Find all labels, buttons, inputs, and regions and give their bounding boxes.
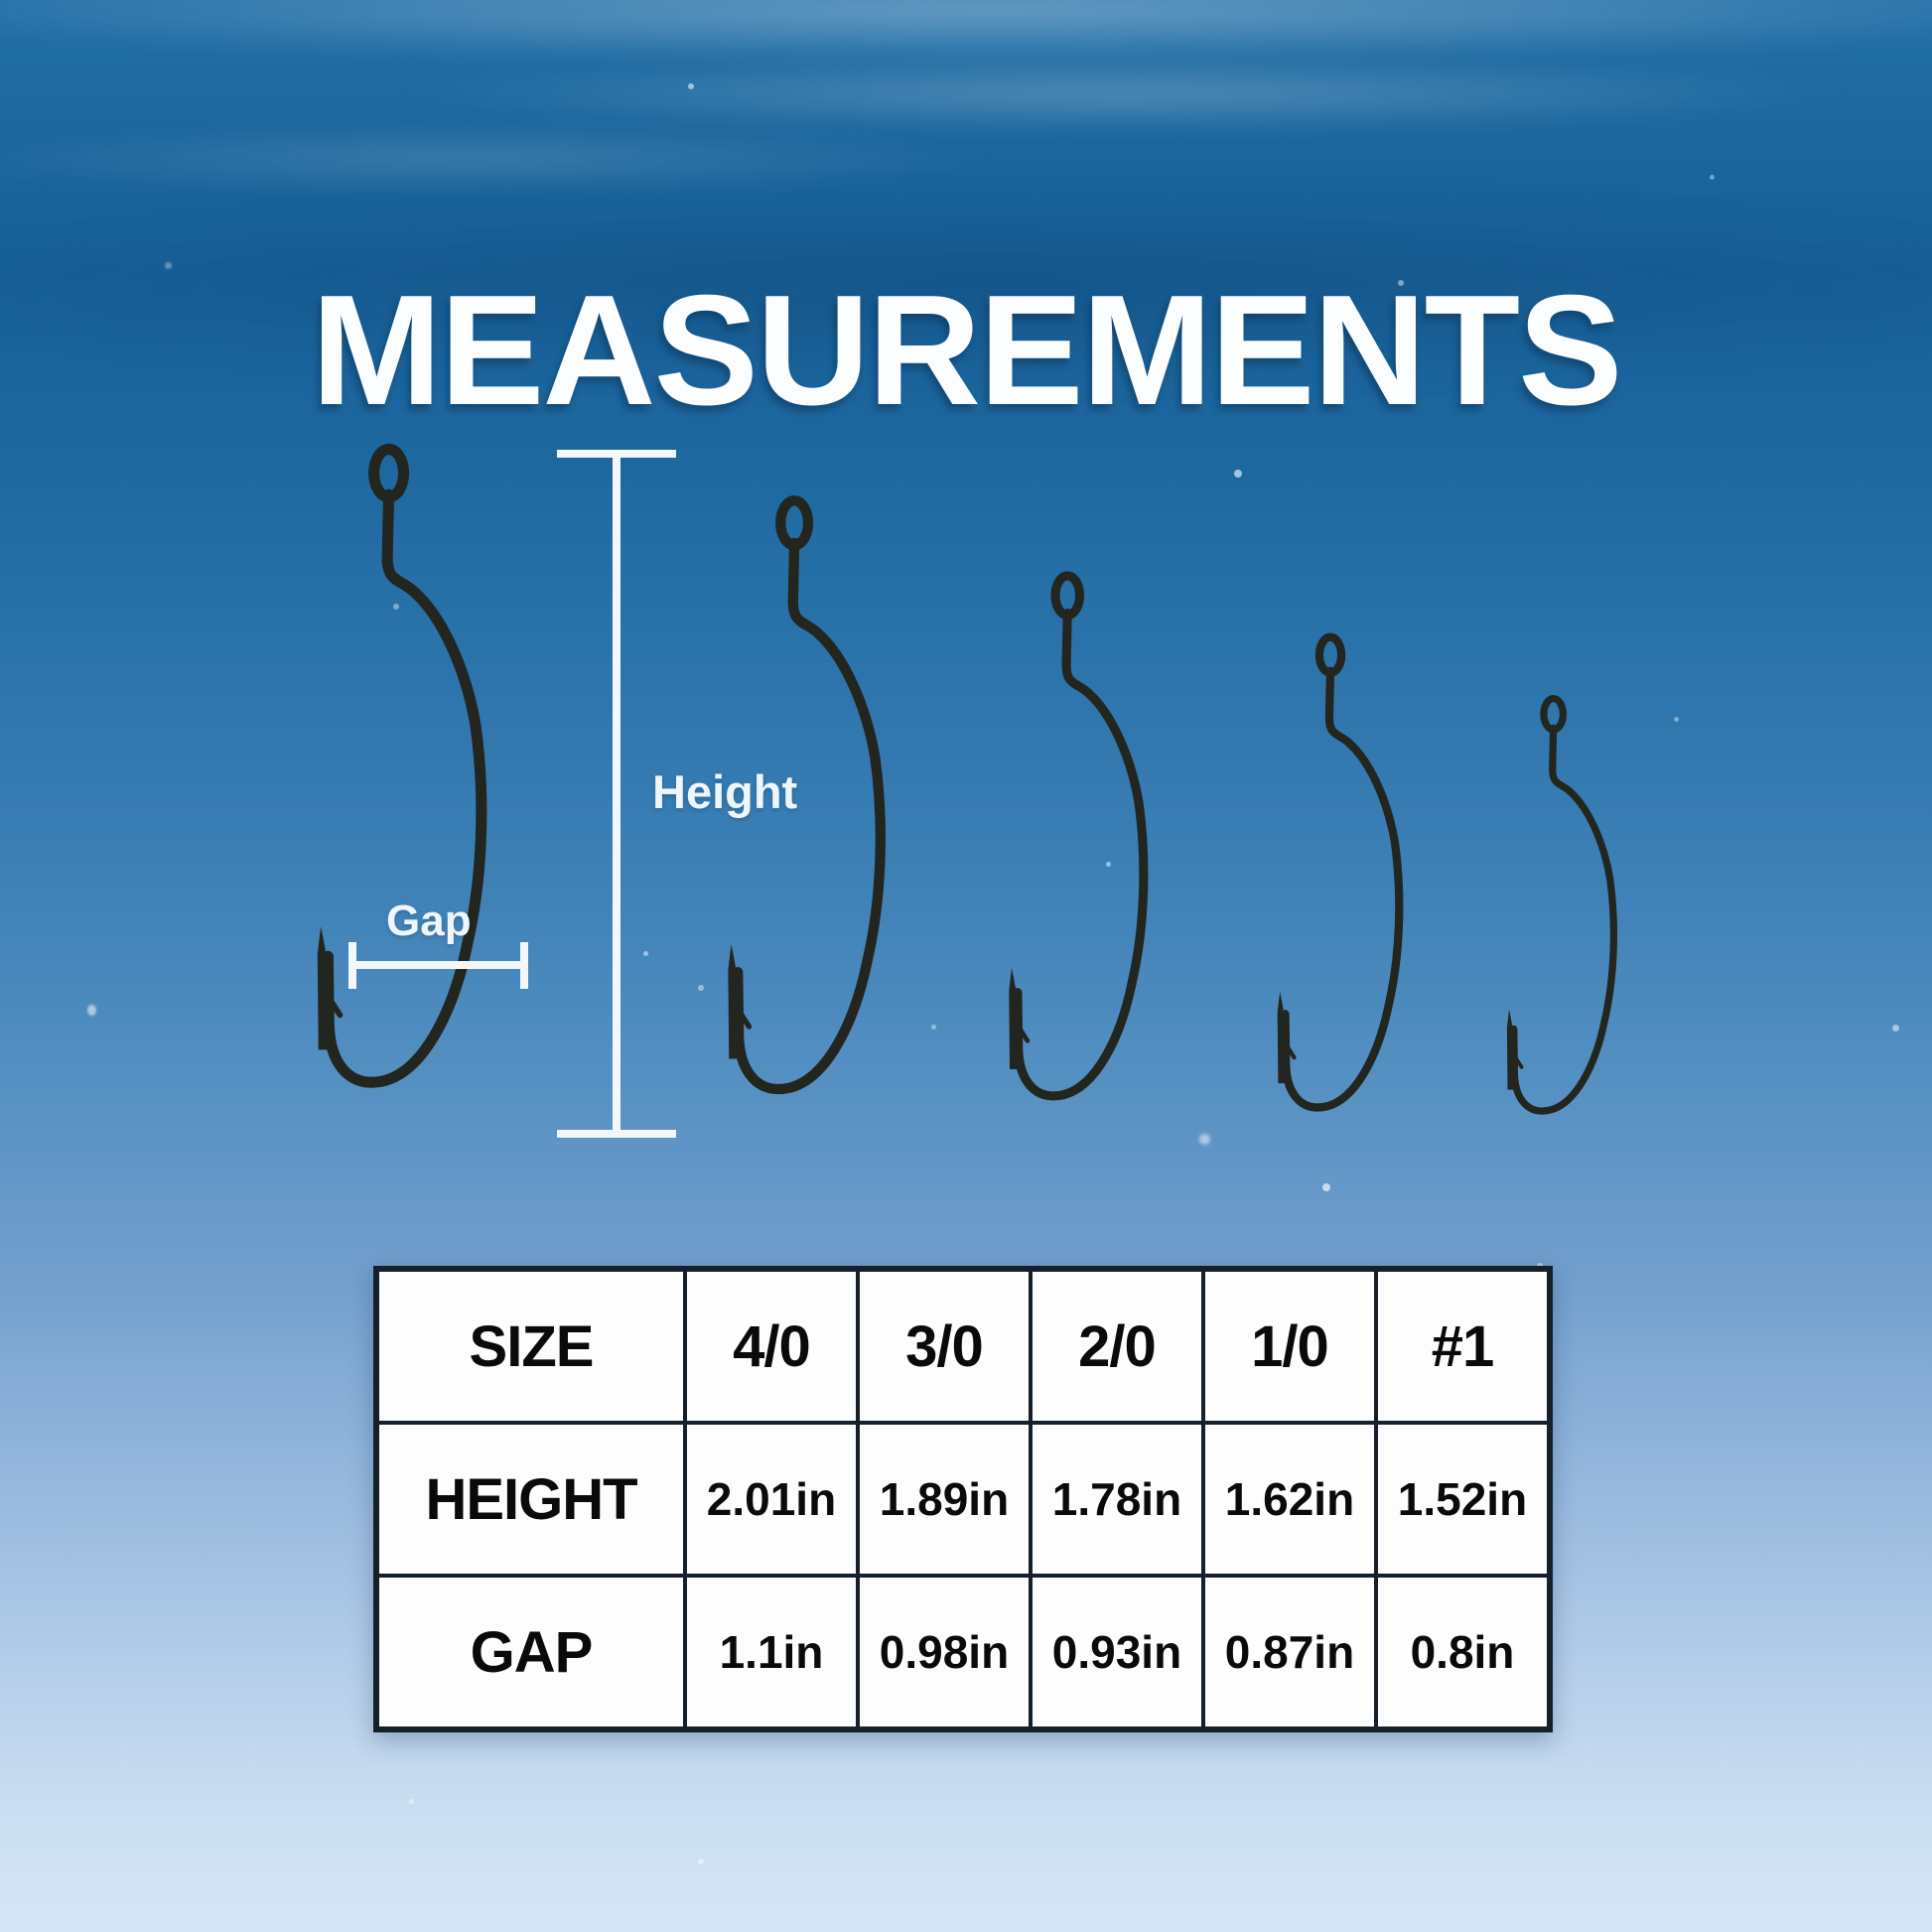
hook-size-1-0 <box>1278 637 1400 1108</box>
height-measure-line <box>557 450 676 1138</box>
hook-size-2-0 <box>1009 576 1144 1096</box>
table-row-label-gap: GAP <box>379 1578 683 1726</box>
table-header-num-1: #1 <box>1378 1272 1547 1421</box>
table-cell-height-1-0: 1.62in <box>1205 1425 1374 1574</box>
table-cell-height-3-0: 1.89in <box>860 1425 1029 1574</box>
table-header-3-0: 3/0 <box>860 1272 1029 1421</box>
table-cell-gap-2-0: 0.93in <box>1033 1578 1201 1726</box>
table-cell-height-num-1: 1.52in <box>1378 1425 1547 1574</box>
gap-measure-line <box>348 942 528 989</box>
table-header-4-0: 4/0 <box>687 1272 856 1421</box>
gap-label: Gap <box>386 897 472 945</box>
hook-size-number-1 <box>1507 699 1614 1111</box>
hook-size-4-0 <box>318 449 482 1082</box>
table-cell-gap-num-1: 0.8in <box>1378 1578 1547 1726</box>
table-cell-height-2-0: 1.78in <box>1033 1425 1201 1574</box>
table-header-size: SIZE <box>379 1272 683 1421</box>
table-header-1-0: 1/0 <box>1205 1272 1374 1421</box>
measurements-table: SIZE 4/0 3/0 2/0 1/0 #1 HEIGHT 2.01in 1.… <box>373 1266 1553 1732</box>
table-row-label-height: HEIGHT <box>379 1425 683 1574</box>
table-cell-height-4-0: 2.01in <box>687 1425 856 1574</box>
water-shadow-band <box>0 199 1932 377</box>
table-cell-gap-1-0: 0.87in <box>1205 1578 1374 1726</box>
height-label: Height <box>652 765 798 818</box>
table-header-2-0: 2/0 <box>1033 1272 1201 1421</box>
page-title: MEASUREMENTS <box>311 262 1622 438</box>
table-cell-gap-4-0: 1.1in <box>687 1578 856 1726</box>
table-cell-gap-3-0: 0.98in <box>860 1578 1029 1726</box>
